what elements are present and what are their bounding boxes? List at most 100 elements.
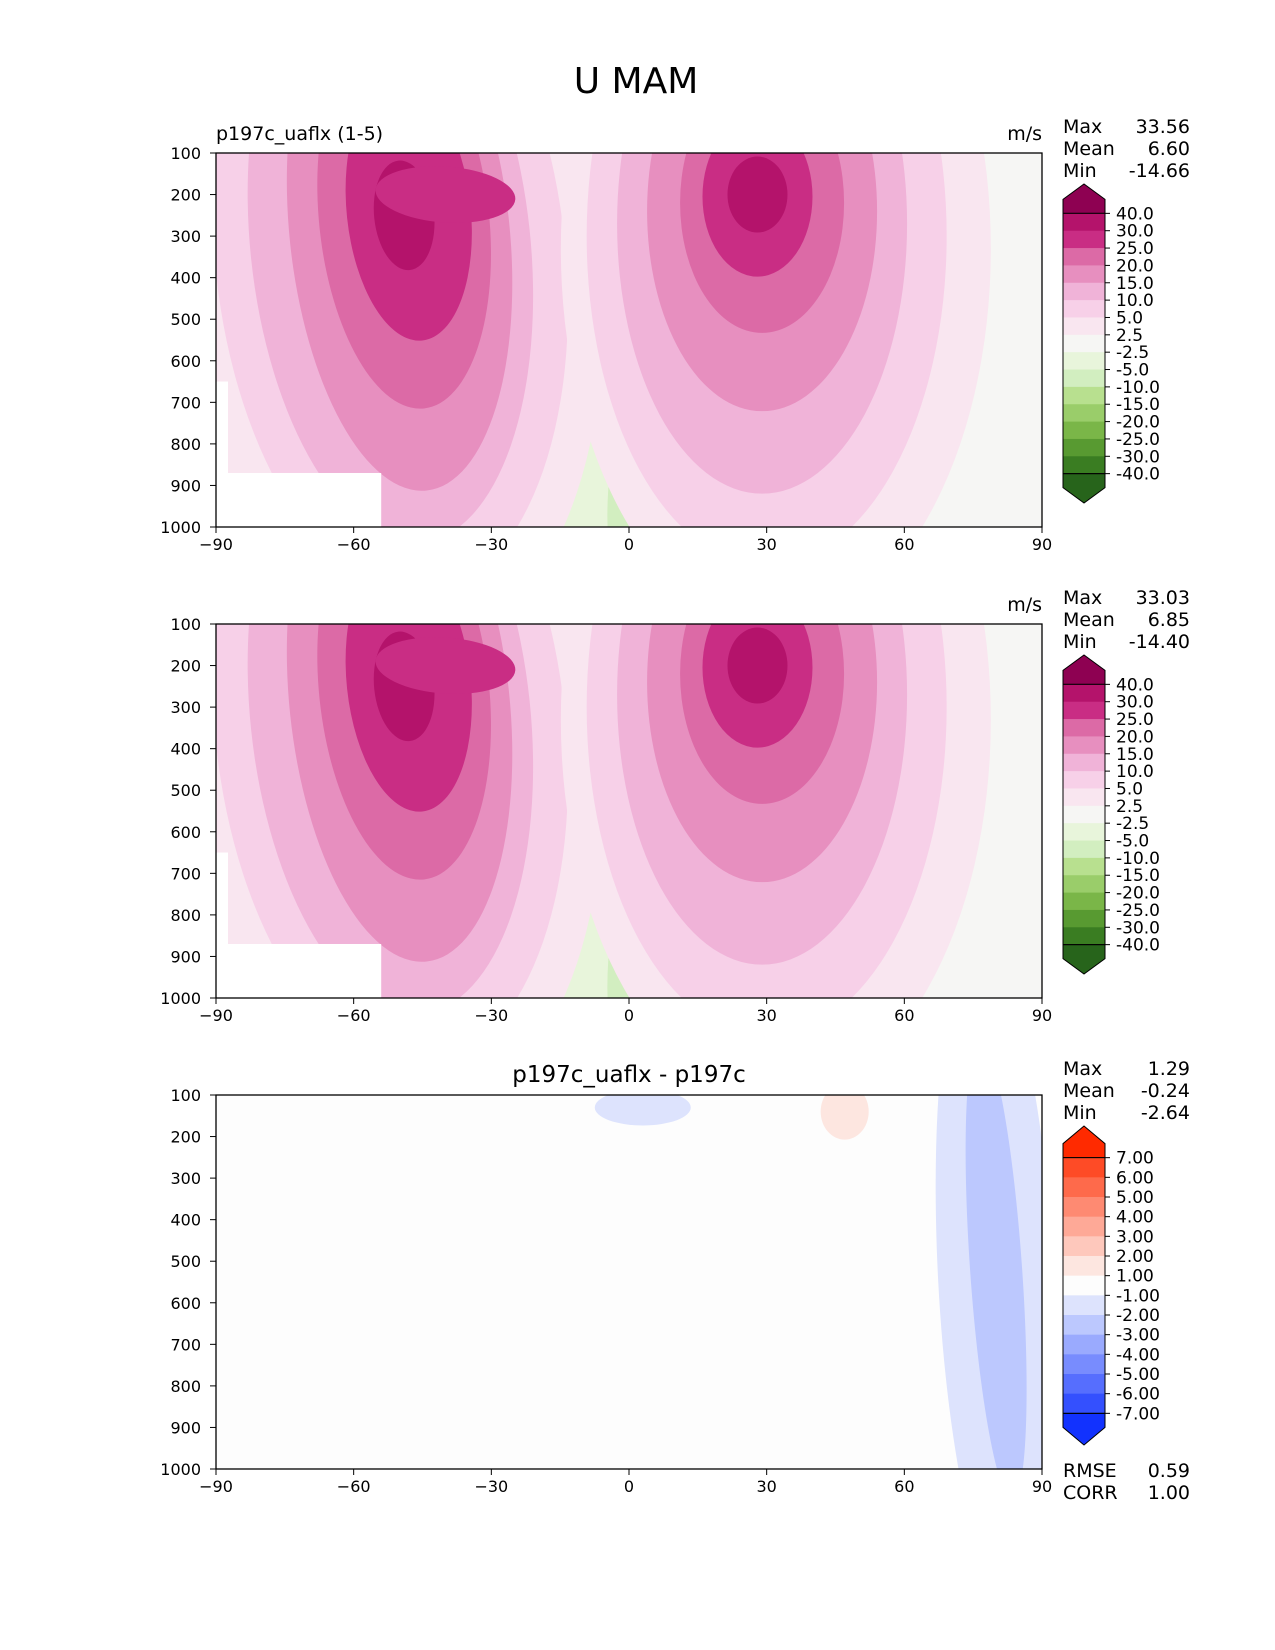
colorbar-segment (1063, 719, 1105, 737)
colorbar-label: 25.0 (1116, 710, 1154, 730)
y-tick-label: 800 (170, 906, 201, 925)
x-tick-label: −90 (199, 535, 233, 554)
y-tick-label: 1000 (160, 518, 201, 537)
colorbar-segment (1063, 1275, 1105, 1296)
colorbar-segment (1063, 1197, 1105, 1218)
colorbar-segment (1063, 438, 1105, 457)
x-tick-label: −30 (474, 1006, 508, 1025)
stat-value: 1.29 (1148, 1058, 1190, 1080)
stat-value: -2.64 (1141, 1102, 1190, 1124)
colorbar-segment (1063, 771, 1105, 789)
colorbar-label: -25.0 (1116, 430, 1160, 450)
missing-data-mask (216, 943, 382, 998)
colorbar-label: 5.0 (1116, 308, 1143, 328)
x-tick-label: 0 (624, 535, 634, 554)
y-tick-label: 300 (170, 1169, 201, 1188)
y-tick-label: 800 (170, 1377, 201, 1396)
colorbar-segment (1063, 1315, 1105, 1336)
colorbar-label: -3.00 (1116, 1326, 1160, 1346)
colorbar-label: -1.00 (1116, 1286, 1160, 1306)
y-tick-label: 500 (170, 1252, 201, 1271)
y-tick-label: 1000 (160, 1460, 201, 1479)
colorbar-frame (1062, 683, 1106, 946)
colorbar-label: 2.5 (1116, 326, 1143, 346)
colorbar-segment (1063, 1216, 1105, 1237)
southern-jet-tongue (375, 166, 516, 223)
stat-value: 6.60 (1148, 138, 1190, 160)
colorbar-segment (1063, 456, 1105, 475)
y-tick-label: 600 (170, 1294, 201, 1313)
y-tick-label: 100 (170, 1086, 201, 1105)
colorbar-label: -5.00 (1116, 1365, 1160, 1385)
y-tick-label: 300 (170, 698, 201, 717)
panel-2: −90 −60 −30 0 30 60 90 100 200 300 400 500 600 700 800… (160, 587, 1190, 1025)
colorbar-segment (1063, 1256, 1105, 1277)
colorbar-segment (1063, 1354, 1105, 1375)
colorbar-segment (1063, 1236, 1105, 1257)
colorbar-extend-min (1062, 1412, 1106, 1446)
colorbar-segment (1063, 701, 1105, 720)
contour-field (216, 624, 1042, 998)
colorbar-label: 20.0 (1116, 727, 1154, 747)
colorbar-segment (1063, 404, 1105, 423)
y-tick-label: 800 (170, 435, 201, 454)
x-tick-label: −90 (199, 1477, 233, 1496)
colorbar: 40.030.025.020.015.010.05.02.5-2.5-5.0-1… (1062, 183, 1160, 504)
colorbar-segment (1063, 334, 1105, 353)
colorbar-segment (1063, 421, 1105, 440)
colorbar-label: 5.0 (1116, 779, 1143, 799)
colorbar-label: -40.0 (1116, 465, 1160, 485)
colorbar-segment (1063, 927, 1105, 946)
field-background (216, 1095, 1042, 1469)
colorbar-label: 5.00 (1116, 1188, 1154, 1208)
units-label: m/s (1007, 594, 1042, 616)
colorbar-segment (1063, 369, 1105, 388)
x-tick-label: −30 (474, 535, 508, 554)
colorbar-label: 3.00 (1116, 1227, 1154, 1247)
colorbar-label: -15.0 (1116, 866, 1160, 886)
colorbar-segment (1063, 1393, 1105, 1414)
colorbar-segment (1063, 805, 1105, 824)
y-tick-label: 200 (170, 186, 201, 205)
x-tick-label: 0 (624, 1006, 634, 1025)
y-tick-label: 700 (170, 1335, 201, 1354)
colorbar-label: 6.00 (1116, 1168, 1154, 1188)
colorbar-label: 20.0 (1116, 256, 1154, 276)
colorbar-label: -15.0 (1116, 395, 1160, 415)
x-tick-label: −60 (337, 1477, 371, 1496)
stat-name: Max (1063, 1058, 1102, 1080)
colorbar-segment (1063, 840, 1105, 859)
stat-name: Mean (1063, 609, 1115, 631)
colorbar-label: 2.5 (1116, 797, 1143, 817)
y-tick-label: 700 (170, 864, 201, 883)
y-tick-label: 200 (170, 1128, 201, 1147)
colorbar-label: 7.00 (1116, 1149, 1154, 1169)
y-tick-label: 400 (170, 1211, 201, 1230)
colorbar-label: -40.0 (1116, 936, 1160, 956)
x-tick-label: −60 (337, 1006, 371, 1025)
colorbar-label: -7.00 (1116, 1404, 1160, 1424)
colorbar-segment (1063, 352, 1105, 371)
colorbar-label: -10.0 (1116, 849, 1160, 869)
y-tick-label: 1000 (160, 989, 201, 1008)
northern-jet-level (727, 156, 788, 233)
stat-name: Min (1063, 160, 1097, 182)
y-tick-label: 100 (170, 144, 201, 163)
missing-data-mask (216, 852, 228, 944)
colorbar-extend-max (1062, 183, 1106, 214)
y-tick-label: 900 (170, 1418, 201, 1437)
colorbar-segment (1063, 788, 1105, 807)
colorbar-segment (1063, 230, 1105, 249)
stat-name: Min (1063, 1102, 1097, 1124)
southern-jet-tongue (375, 637, 516, 694)
colorbar-label: 10.0 (1116, 762, 1154, 782)
colorbar-segment (1063, 1374, 1105, 1395)
colorbar: 7.006.005.004.003.002.001.00-1.00-2.00-3… (1062, 1125, 1160, 1446)
stat-value: -0.24 (1141, 1080, 1190, 1102)
missing-data-mask (216, 381, 228, 473)
contour-field (216, 153, 1042, 527)
units-label: m/s (1007, 123, 1042, 145)
stat-name: CORR (1063, 1482, 1118, 1504)
y-tick-label: 700 (170, 393, 201, 412)
